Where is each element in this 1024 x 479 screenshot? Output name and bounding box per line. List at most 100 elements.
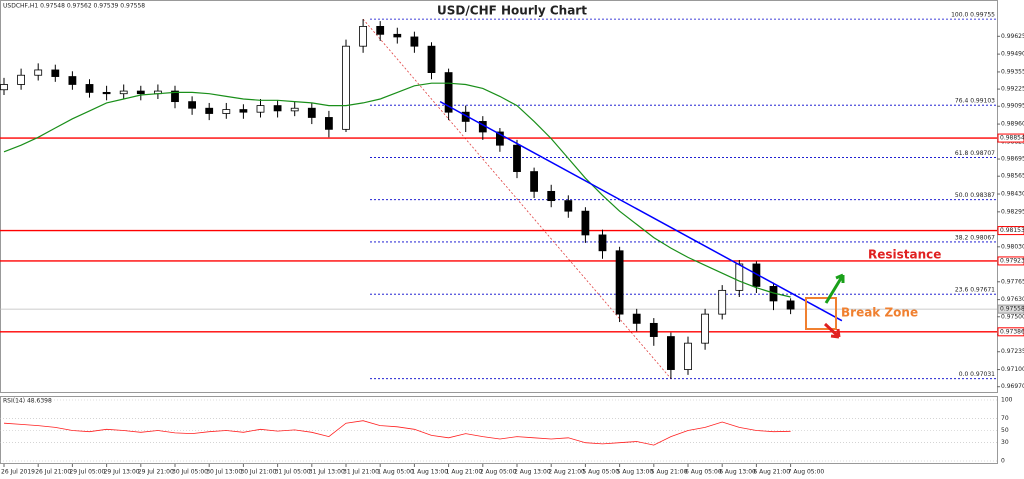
x-tick-label: 6 Aug 13:00 bbox=[719, 469, 756, 476]
y-tick-label: 0.99490 bbox=[1001, 51, 1024, 58]
candle-body bbox=[718, 289, 727, 315]
rsi-tick-label: 70 bbox=[1001, 415, 1009, 422]
break-zone-box bbox=[805, 297, 837, 330]
candle-body bbox=[0, 84, 8, 91]
x-tick-label: 26 Jul 2019 bbox=[1, 469, 35, 476]
level-tag bbox=[997, 327, 1024, 337]
candle-body bbox=[51, 69, 60, 77]
candle-body bbox=[598, 234, 607, 252]
rsi-tick-label: 0 bbox=[1001, 458, 1005, 465]
current-price-tag bbox=[997, 304, 1024, 314]
fib-label: 100.0 0.99755 bbox=[951, 12, 995, 19]
resistance-label: Resistance bbox=[868, 248, 941, 262]
x-tick-label: 30 Jul 13:00 bbox=[206, 469, 242, 476]
x-tick-label: 5 Aug 05:00 bbox=[582, 469, 619, 476]
fib-label: 76.4 0.99103 bbox=[955, 98, 995, 105]
candle-body bbox=[290, 107, 299, 112]
candle-body bbox=[667, 336, 675, 370]
fib-label: 0.0 0.97031 bbox=[959, 371, 995, 378]
moving-average bbox=[3, 82, 791, 298]
candle-body bbox=[205, 107, 214, 114]
rsi-line bbox=[3, 420, 791, 446]
y-tick-label: 0.98295 bbox=[1001, 208, 1024, 215]
x-tick-label: 31 Jul 05:00 bbox=[275, 469, 311, 476]
level-tag-label: 0.97386 bbox=[1000, 328, 1024, 335]
y-tick-label: 0.97235 bbox=[1001, 348, 1024, 355]
x-tick-label: 31 Jul 21:00 bbox=[343, 469, 379, 476]
fib-label: 38.2 0.98067 bbox=[955, 234, 995, 241]
x-tick-label: 29 Jul 21:00 bbox=[138, 469, 174, 476]
candle-body bbox=[649, 322, 658, 337]
x-tick-label: 1 Aug 05:00 bbox=[377, 469, 414, 476]
level-tag bbox=[997, 256, 1024, 266]
rsi-panel bbox=[0, 396, 998, 464]
candle-body bbox=[188, 101, 197, 109]
level-tag bbox=[997, 133, 1024, 143]
x-tick-label: 2 Aug 05:00 bbox=[480, 469, 517, 476]
candle-body bbox=[530, 171, 538, 192]
fib-label: 61.8 0.98707 bbox=[955, 150, 995, 157]
header: USDCHF,H1 0.97548 0.97562 0.97539 0.9755… bbox=[3, 3, 145, 10]
candle-body bbox=[359, 25, 368, 47]
rsi-tick-label: 50 bbox=[1001, 427, 1009, 434]
rsi-tick-label: 100 bbox=[1001, 397, 1013, 404]
candle-body bbox=[581, 210, 590, 236]
candle-body bbox=[495, 131, 504, 146]
x-tick-label: 29 Jul 13:00 bbox=[104, 469, 140, 476]
trend-line bbox=[439, 100, 843, 322]
x-tick-label: 29 Jul 05:00 bbox=[69, 469, 105, 476]
rsi-tick-label: 30 bbox=[1001, 439, 1009, 446]
candle-body bbox=[513, 144, 521, 172]
candle-body bbox=[34, 69, 43, 76]
candle-body bbox=[17, 74, 26, 85]
x-tick-label: 30 Jul 05:00 bbox=[172, 469, 208, 476]
candle-body bbox=[68, 76, 77, 85]
x-tick-label: 7 Aug 05:00 bbox=[788, 469, 825, 476]
chart-title: USD/CHF Hourly Chart bbox=[437, 4, 587, 18]
candle-body bbox=[376, 25, 385, 35]
candle-body bbox=[786, 300, 795, 310]
x-tick-label: 2 Aug 13:00 bbox=[514, 469, 551, 476]
y-tick-label: 0.99625 bbox=[1001, 33, 1024, 40]
fib-label: 23.6 0.97671 bbox=[955, 287, 995, 294]
level-tag bbox=[997, 226, 1024, 236]
down-arrow bbox=[823, 322, 841, 339]
candle-body bbox=[564, 200, 573, 212]
rsi-label: RSI(14) 48.6398 bbox=[3, 398, 52, 405]
y-tick-label: 0.99225 bbox=[1001, 86, 1024, 93]
x-tick-label: 5 Aug 21:00 bbox=[651, 469, 688, 476]
y-tick-label: 0.97630 bbox=[1001, 296, 1024, 303]
candle-body bbox=[239, 109, 248, 113]
x-tick-label: 2 Aug 21:00 bbox=[548, 469, 585, 476]
candle-body bbox=[273, 105, 282, 112]
x-tick-label: 6 Aug 21:00 bbox=[753, 469, 790, 476]
candle-body bbox=[701, 313, 709, 344]
candle-body bbox=[342, 45, 350, 130]
y-tick-label: 0.97100 bbox=[1001, 366, 1024, 373]
fib-anchor bbox=[362, 18, 672, 379]
candle-body bbox=[684, 342, 692, 370]
y-tick-label: 0.99355 bbox=[1001, 68, 1024, 75]
level-tag-label: 0.97923 bbox=[1000, 257, 1024, 264]
y-tick-label: 0.98960 bbox=[1001, 121, 1024, 128]
candle-body bbox=[393, 33, 402, 38]
x-tick-label: 26 Jul 21:00 bbox=[35, 469, 71, 476]
y-tick-label: 0.98030 bbox=[1001, 243, 1024, 250]
candle-body bbox=[85, 84, 94, 93]
current-price-label: 0.97558 bbox=[1000, 306, 1024, 313]
y-tick-label: 0.98565 bbox=[1001, 173, 1024, 180]
candle-body bbox=[171, 90, 179, 103]
candle-body bbox=[222, 109, 231, 114]
y-tick-label: 0.98430 bbox=[1001, 191, 1024, 198]
price-panel bbox=[0, 0, 998, 393]
break-zone-label: Break Zone bbox=[841, 306, 918, 320]
x-tick-label: 1 Aug 21:00 bbox=[446, 469, 483, 476]
candle-body bbox=[136, 90, 145, 95]
candle-body bbox=[324, 117, 333, 130]
x-tick-label: 5 Aug 13:00 bbox=[617, 469, 654, 476]
y-tick-label: 0.97500 bbox=[1001, 313, 1024, 320]
x-tick-label: 30 Jul 21:00 bbox=[240, 469, 276, 476]
level-tag-label: 0.98153 bbox=[1000, 227, 1024, 234]
y-tick-label: 0.98695 bbox=[1001, 156, 1024, 163]
